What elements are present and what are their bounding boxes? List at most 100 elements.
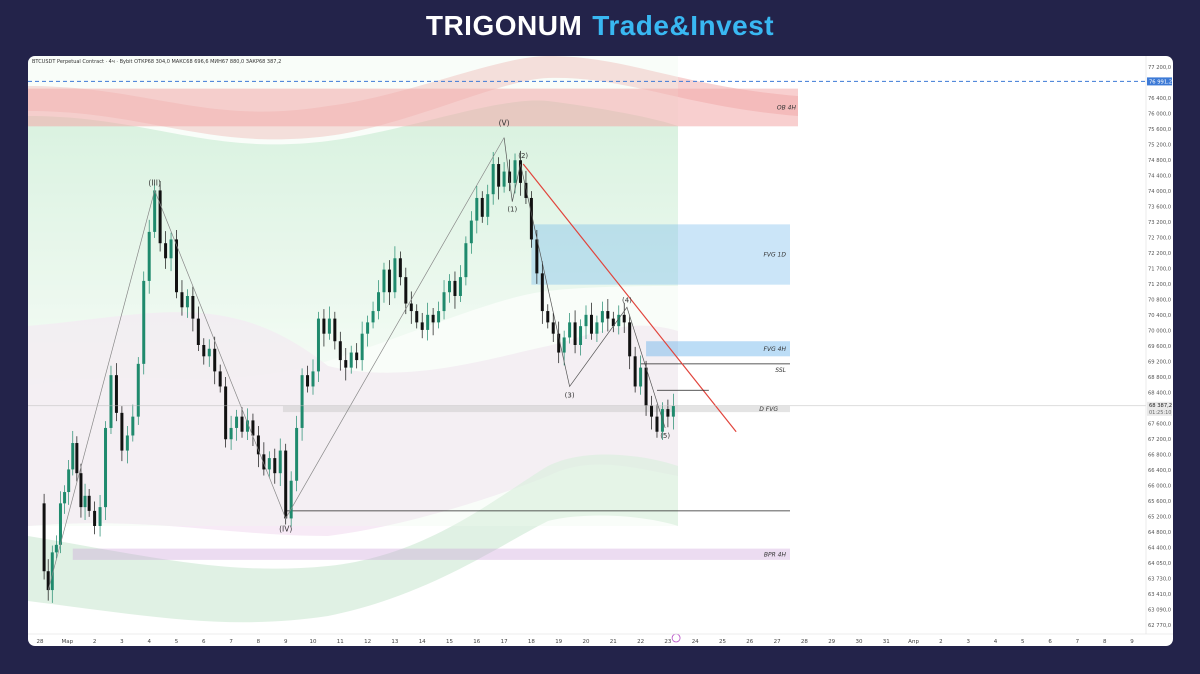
- wave-label-v: (V): [499, 119, 510, 128]
- candle: [196, 318, 200, 345]
- price-tick: 64 400,0: [1148, 546, 1171, 552]
- candle: [284, 450, 288, 519]
- price-tick: 75 600,0: [1148, 127, 1171, 133]
- price-tick: 72 700,0: [1148, 236, 1171, 242]
- candle: [497, 164, 501, 187]
- time-tick: 6: [202, 639, 206, 645]
- price-tick: 71 200,0: [1148, 282, 1171, 288]
- candle: [453, 280, 457, 296]
- price-tick: 68 400,0: [1148, 391, 1171, 397]
- d-fvg-label: D FVG: [759, 406, 778, 413]
- chart-panel[interactable]: OB 4H FVG 1D FVG 4H SSL D FVG BPR 4H (III) (IV…: [28, 56, 1173, 646]
- candle: [50, 552, 54, 591]
- candle: [551, 322, 555, 334]
- price-tick: 63 730,0: [1148, 577, 1171, 583]
- wave-label-1: (1): [507, 206, 517, 214]
- candle: [125, 435, 129, 451]
- candle: [584, 314, 588, 327]
- candle: [306, 375, 310, 387]
- price-chart[interactable]: OB 4H FVG 1D FVG 4H SSL D FVG BPR 4H (III) (IV…: [28, 56, 1173, 646]
- fvg-1d-zone: [531, 224, 790, 285]
- last-price-tag: [1147, 401, 1172, 416]
- fvg-1d-label: FVG 1D: [763, 252, 786, 259]
- time-tick: Апр: [908, 639, 919, 645]
- candle: [437, 311, 441, 323]
- time-tick: 30: [856, 639, 863, 645]
- candle: [502, 171, 506, 187]
- price-tick: 66 800,0: [1148, 453, 1171, 459]
- candle: [256, 435, 260, 455]
- time-tick: 31: [883, 639, 890, 645]
- time-tick: 6: [1048, 639, 1052, 645]
- candle: [562, 337, 566, 353]
- candle: [267, 458, 271, 470]
- candle: [557, 333, 561, 353]
- price-tick: 64 050,0: [1148, 561, 1171, 567]
- candle: [622, 314, 626, 323]
- time-tick: 10: [310, 639, 317, 645]
- candle: [240, 416, 244, 432]
- bpr-4h-label: BPR 4H: [764, 551, 787, 558]
- candle: [377, 292, 381, 312]
- time-tick: 7: [229, 639, 233, 645]
- wave-label-5: (5): [660, 432, 670, 440]
- candle: [180, 292, 184, 308]
- candle: [409, 303, 413, 312]
- time-tick: 16: [473, 639, 480, 645]
- candle: [142, 280, 146, 364]
- candle: [109, 375, 113, 428]
- candle: [202, 345, 206, 357]
- price-tick: 74 000,0: [1148, 189, 1171, 195]
- lower-green-band: [28, 454, 678, 623]
- candle: [75, 443, 79, 474]
- candle: [589, 314, 593, 334]
- candle: [344, 360, 348, 368]
- candle: [486, 194, 490, 217]
- price-tick: 70 800,0: [1148, 298, 1171, 304]
- brand-logo: TRIGONUM Trade&Invest: [0, 10, 1200, 42]
- candle: [79, 473, 83, 508]
- d-fvg-zone: [282, 406, 790, 413]
- price-tick: 71 700,0: [1148, 267, 1171, 273]
- candle: [371, 311, 375, 323]
- time-tick: 9: [1130, 639, 1134, 645]
- candle: [508, 171, 512, 183]
- candle: [426, 314, 430, 330]
- price-tick: 62 770,0: [1148, 623, 1171, 629]
- candle: [316, 318, 320, 372]
- price-tick: 66 000,0: [1148, 484, 1171, 490]
- time-tick: 11: [337, 639, 344, 645]
- candle: [229, 427, 233, 440]
- time-tick: 2: [939, 639, 943, 645]
- time-tick: 5: [1021, 639, 1025, 645]
- time-tick: 12: [364, 639, 371, 645]
- candle: [420, 322, 424, 330]
- time-tick: 7: [1076, 639, 1080, 645]
- candle: [573, 322, 577, 345]
- candle: [322, 318, 326, 334]
- bpr-4h-zone: [72, 548, 790, 560]
- candle: [42, 503, 46, 572]
- candle: [153, 190, 157, 232]
- candle: [333, 318, 337, 342]
- candle: [469, 220, 473, 244]
- candle: [415, 311, 419, 323]
- candle: [295, 427, 299, 481]
- price-tick: 77 200,0: [1148, 65, 1171, 71]
- price-tick: 72 200,0: [1148, 251, 1171, 257]
- candle: [338, 341, 342, 361]
- wave-label-4: (4): [622, 296, 632, 304]
- candle: [393, 258, 397, 293]
- time-tick: 9: [284, 639, 288, 645]
- candle: [262, 454, 266, 470]
- price-tick: 73 200,0: [1148, 220, 1171, 226]
- wave-label-3: (3): [565, 391, 575, 399]
- candle: [213, 348, 217, 372]
- candle: [131, 416, 135, 436]
- candle: [600, 311, 604, 323]
- time-tick: 28: [37, 639, 44, 645]
- price-tick: 64 800,0: [1148, 530, 1171, 536]
- candle: [480, 197, 484, 217]
- candle: [666, 409, 670, 417]
- price-tick: 74 400,0: [1148, 174, 1171, 180]
